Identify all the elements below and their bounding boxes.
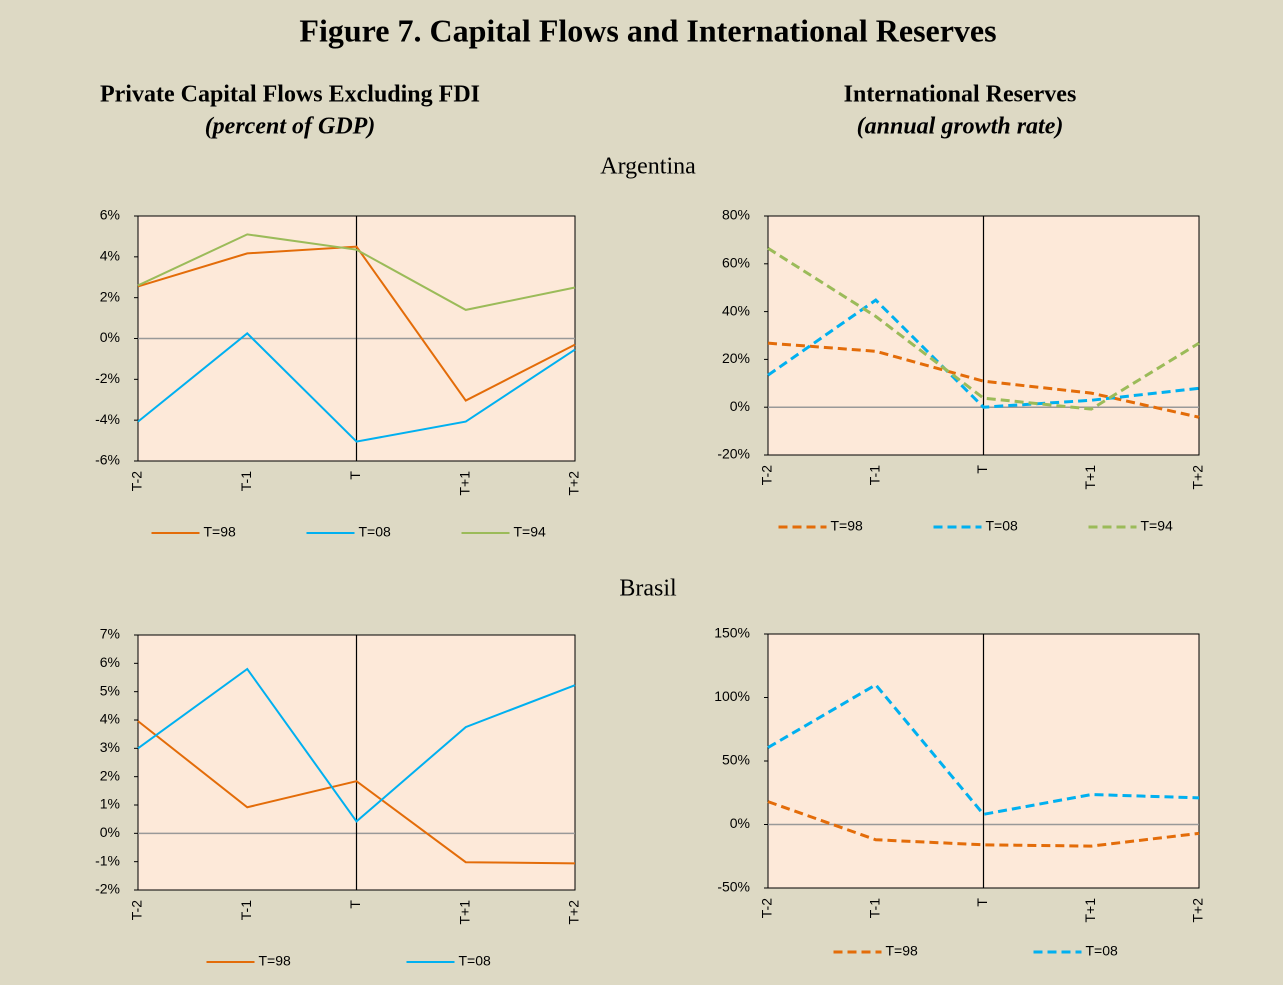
column-subtitle: (percent of GDP) [205, 114, 376, 140]
series-line [767, 682, 1200, 816]
series-line [137, 667, 576, 823]
x-tick-label: T-2 [129, 900, 145, 920]
y-tick-label: 50% [722, 752, 750, 768]
row-label: Argentina [600, 154, 696, 180]
y-tick-label: 60% [722, 255, 750, 271]
x-tick-label: T+2 [566, 471, 582, 496]
y-tick-label: -2% [95, 370, 120, 386]
series-line [137, 233, 576, 311]
x-tick-label: T [974, 465, 990, 474]
y-tick-label: 5% [100, 682, 120, 698]
x-tick-label: T [347, 900, 363, 909]
y-tick-label: 2% [100, 767, 120, 783]
y-tick-label: 0% [730, 398, 750, 414]
y-tick-label: 150% [714, 625, 750, 641]
y-tick-label: 4% [100, 711, 120, 727]
y-tick-label: 20% [722, 350, 750, 366]
x-tick-label: T+2 [566, 900, 582, 925]
y-tick-label: 0% [100, 329, 120, 345]
series-line [137, 720, 576, 865]
y-tick-label: 80% [722, 207, 750, 223]
x-tick-label: T+1 [456, 471, 472, 496]
x-tick-label: T [347, 471, 363, 480]
y-tick-label: -6% [95, 452, 120, 468]
x-tick-label: T+2 [1190, 898, 1206, 923]
y-tick-label: 6% [100, 207, 120, 223]
x-tick-label: T-1 [238, 900, 254, 920]
y-tick-label: 6% [100, 654, 120, 670]
legend-label: T=08 [459, 953, 492, 969]
y-tick-label: 4% [100, 248, 120, 264]
column-title: International Reserves [844, 82, 1077, 108]
y-tick-label: 40% [722, 302, 750, 318]
row-label: Brasil [619, 576, 677, 602]
y-tick-label: 3% [100, 739, 120, 755]
x-tick-label: T+1 [456, 900, 472, 925]
series-line [767, 246, 1200, 411]
y-tick-label: -20% [717, 446, 750, 462]
series-line [767, 800, 1200, 848]
x-tick-label: T [974, 898, 990, 907]
y-tick-label: 100% [714, 688, 750, 704]
x-tick-label: T+1 [1082, 898, 1098, 923]
figure-title: Figure 7. Capital Flows and Internationa… [299, 12, 996, 48]
x-tick-label: T-1 [866, 465, 882, 485]
series-line [767, 298, 1200, 409]
legend-label: T=08 [1086, 943, 1119, 959]
legend-label: T=94 [1141, 518, 1174, 534]
column-title: Private Capital Flows Excluding FDI [100, 82, 480, 108]
legend-label: T=08 [359, 524, 392, 540]
y-tick-label: 0% [730, 815, 750, 831]
legend-label: T=98 [259, 953, 292, 969]
y-tick-label: 1% [100, 796, 120, 812]
y-tick-label: 7% [100, 626, 120, 642]
series-line [137, 332, 576, 443]
x-tick-label: T+2 [1190, 465, 1206, 490]
legend-label: T=98 [204, 524, 237, 540]
x-tick-label: T-1 [238, 471, 254, 491]
x-tick-label: T-1 [866, 898, 882, 918]
x-tick-label: T-2 [129, 471, 145, 491]
x-tick-label: T-2 [759, 898, 775, 918]
x-tick-label: T+1 [1082, 465, 1098, 490]
series-line [767, 341, 1200, 419]
legend-label: T=98 [886, 943, 919, 959]
y-tick-label: 2% [100, 288, 120, 304]
legend-label: T=94 [514, 524, 547, 540]
column-subtitle: (annual growth rate) [857, 114, 1064, 140]
series-line [137, 245, 576, 402]
legend-label: T=08 [986, 518, 1019, 534]
legend-label: T=98 [831, 518, 864, 534]
y-tick-label: -1% [95, 852, 120, 868]
y-tick-label: -2% [95, 881, 120, 897]
y-tick-label: 0% [100, 824, 120, 840]
y-tick-label: -50% [717, 879, 750, 895]
y-tick-label: -4% [95, 411, 120, 427]
x-tick-label: T-2 [759, 465, 775, 485]
